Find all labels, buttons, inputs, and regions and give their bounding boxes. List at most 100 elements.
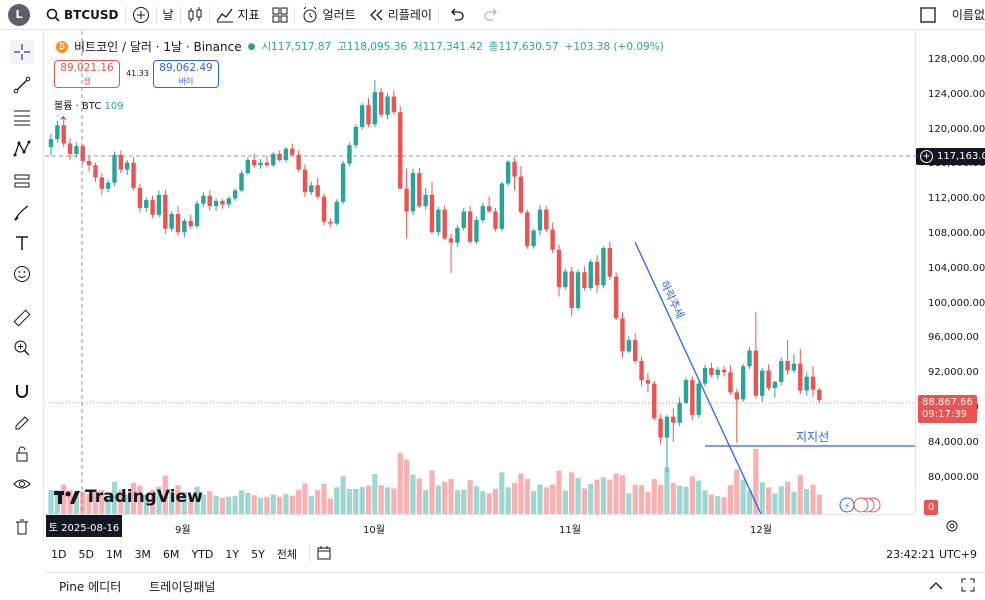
chart-legend: ₿ 비트코인 / 달러 · 1날 · Binance ● 시117,517.87… — [56, 38, 664, 55]
indicators-button[interactable]: 지표 — [210, 0, 266, 30]
candle-body — [683, 380, 689, 403]
volume-bar — [251, 495, 257, 514]
candle-body — [766, 370, 771, 388]
events-icons[interactable]: ⚡ — [839, 497, 881, 513]
magnet-tool[interactable] — [10, 379, 34, 403]
lock-icon — [16, 446, 28, 462]
zoom-tool[interactable] — [10, 336, 34, 360]
volume-bar — [340, 476, 346, 514]
svg-text:⚡: ⚡ — [844, 502, 850, 512]
range-1y[interactable]: 1Y — [225, 547, 240, 561]
compare-button[interactable] — [126, 0, 156, 30]
range-5d[interactable]: 5D — [78, 547, 94, 561]
candle-body — [804, 376, 809, 391]
price-axis[interactable]: 80,000.0084,000.0088,000.0092,000.0096,0… — [915, 31, 985, 515]
symbol-search-button[interactable]: BTCUSD — [40, 0, 125, 30]
plus-icon[interactable]: + — [920, 150, 933, 163]
volume-bar — [658, 484, 664, 514]
forecast-tool[interactable] — [10, 169, 34, 193]
chart-type-button[interactable] — [181, 0, 209, 30]
volume-bar — [150, 489, 156, 514]
candle-body — [506, 161, 511, 184]
replay-button[interactable]: 리플레이 — [362, 0, 438, 30]
gear-icon — [946, 520, 958, 532]
tab-trading-panel[interactable]: 트레이딩패널 — [149, 580, 216, 594]
candle-body — [601, 247, 606, 286]
downtrend-line[interactable] — [634, 241, 762, 514]
range-all[interactable]: 전체 — [276, 548, 298, 561]
maximize-icon[interactable] — [961, 578, 975, 595]
pattern-tool[interactable] — [10, 137, 34, 161]
volume-bar — [353, 489, 359, 514]
redo-button[interactable] — [475, 0, 507, 30]
candle-body — [537, 209, 543, 231]
layout-button[interactable] — [910, 0, 946, 30]
volume-bar — [613, 473, 619, 514]
settings-icon[interactable] — [945, 518, 959, 537]
volume-bar — [118, 489, 124, 514]
text-tool[interactable] — [10, 231, 34, 255]
layout-name[interactable]: 이름없 — [946, 0, 985, 30]
crosshair-tool[interactable] — [10, 40, 34, 64]
candlestick-chart[interactable]: 하락추세 지지선 ⚡ — [45, 31, 915, 514]
candle-body — [410, 173, 416, 212]
alert-button[interactable]: 얼러트 — [295, 0, 362, 30]
volume-bar — [111, 481, 118, 514]
fib-tool[interactable] — [10, 105, 34, 129]
volume-bar — [734, 469, 740, 514]
range-3m[interactable]: 3M — [134, 547, 151, 561]
sell-button[interactable]: 89,021.16 셀 — [54, 60, 120, 88]
clock[interactable]: 23:42:21 UTC+9 — [886, 547, 977, 561]
chevron-up-icon[interactable] — [929, 580, 943, 594]
range-1d[interactable]: 1D — [51, 547, 67, 561]
goto-date-button[interactable] — [316, 545, 332, 564]
candle-body — [728, 372, 733, 393]
range-6m[interactable]: 6M — [162, 547, 180, 561]
price-tick: 96,000.00 — [928, 332, 979, 344]
interval-button[interactable]: 날 — [157, 0, 180, 30]
volume-bar — [473, 486, 480, 514]
templates-button[interactable] — [266, 0, 294, 30]
range-ytd[interactable]: YTD — [191, 547, 214, 561]
market-open-icon: ● — [247, 41, 256, 52]
divider — [293, 5, 295, 24]
buy-button[interactable]: 89,062.49 바이 — [153, 60, 219, 88]
candle-body — [137, 187, 143, 208]
hide-drawings-tool[interactable] — [10, 472, 34, 496]
volume-bar — [765, 487, 772, 514]
volume-bar — [785, 481, 791, 514]
candle-body — [220, 200, 225, 205]
volume-bar — [61, 484, 67, 514]
volume-bar — [404, 459, 410, 514]
volume-bar — [80, 491, 86, 514]
pattern-icon — [13, 140, 31, 157]
candle-body — [271, 153, 276, 166]
emoji-tool[interactable] — [10, 262, 34, 286]
volume-bar — [581, 488, 587, 514]
range-5y[interactable]: 5Y — [251, 547, 265, 561]
stay-drawing-tool[interactable] — [10, 411, 34, 435]
volume-value: 109 — [104, 101, 124, 112]
chart-pane[interactable]: 하락추세 지지선 ⚡ — [45, 31, 915, 514]
tab-pine-editor[interactable]: Pine 에디터 — [59, 580, 122, 594]
trend-line-tool[interactable] — [10, 73, 34, 97]
divider — [179, 5, 181, 24]
time-axis[interactable]: 9월 10월 11월 12월 — [45, 514, 915, 539]
candle-body — [188, 220, 193, 227]
user-avatar[interactable]: L — [8, 3, 30, 26]
measure-tool[interactable] — [10, 306, 34, 330]
brush-tool[interactable] — [10, 201, 34, 225]
undo-button[interactable] — [439, 0, 475, 30]
range-1m[interactable]: 1M — [105, 547, 123, 561]
support-label: 지지선 — [796, 430, 829, 444]
collapse-legend-icon[interactable]: ^ — [59, 116, 68, 127]
remove-drawings-tool[interactable] — [10, 515, 34, 539]
symbol-title[interactable]: 비트코인 / 달러 · 1날 · Binance — [74, 40, 242, 54]
volume-bar — [600, 477, 607, 514]
price-tick: 80,000.00 — [928, 471, 979, 483]
volume-bar — [626, 493, 632, 514]
volume-bar — [454, 490, 460, 514]
candle-body — [810, 376, 816, 390]
lock-drawings-tool[interactable] — [10, 442, 34, 466]
text-icon — [16, 236, 28, 250]
